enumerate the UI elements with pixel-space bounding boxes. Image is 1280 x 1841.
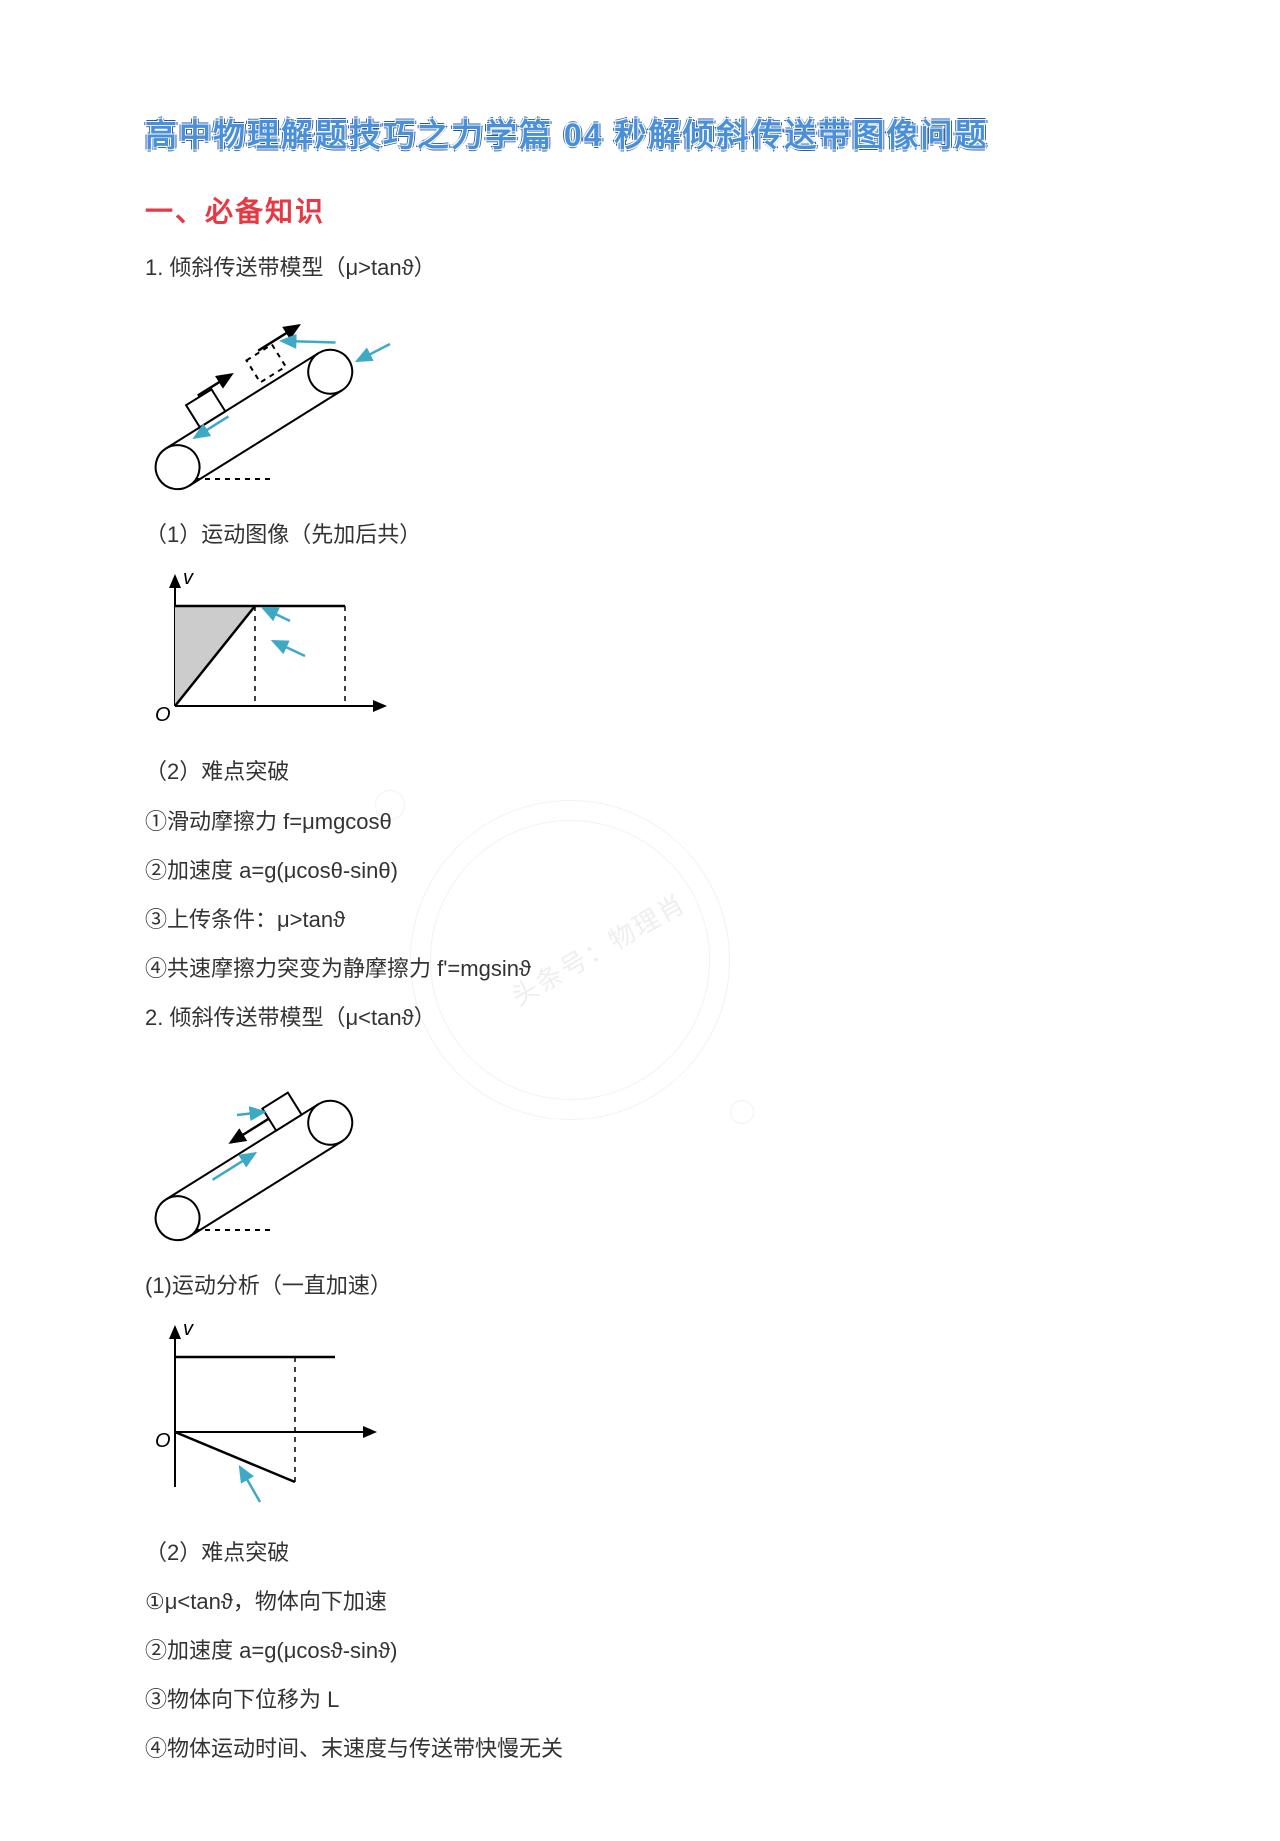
axis-label-v2: v [183, 1318, 194, 1340]
belt-diagram-2 [145, 1050, 1150, 1250]
model2-heading: 2. 倾斜传送带模型（μ<tanϑ） [145, 1000, 1150, 1035]
model2-pt3: ③物体向下位移为 L [145, 1682, 1150, 1717]
model2-sub2: （2）难点突破 [145, 1535, 1150, 1570]
model1-pt4: ④共速摩擦力突变为静摩擦力 f'=mgsinϑ [145, 951, 1150, 986]
model1-pt2: ②加速度 a=g(μcosθ-sinθ) [145, 853, 1150, 888]
axis-label-v: v [183, 567, 194, 589]
model1-heading: 1. 倾斜传送带模型（μ>tanϑ） [145, 250, 1150, 285]
main-title: 高中物理解题技巧之力学篇 04 秒解倾斜传送带图像问题 [145, 110, 1150, 156]
vt-chart-2: v O [145, 1317, 1150, 1517]
axis-label-o: O [155, 704, 171, 726]
belt-diagram-1 [145, 299, 1150, 499]
model1-pt1: ①滑动摩擦力 f=μmgcosθ [145, 804, 1150, 839]
axis-label-o2: O [155, 1430, 171, 1452]
section-header: 一、必备知识 [145, 190, 1150, 230]
model1-pt3: ③上传条件：μ>tanϑ [145, 902, 1150, 937]
model2-pt4: ④物体运动时间、末速度与传送带快慢无关 [145, 1731, 1150, 1766]
model2-pt1: ①μ<tanϑ，物体向下加速 [145, 1584, 1150, 1619]
model1-sub2: （2）难点突破 [145, 754, 1150, 789]
model2-sub1: (1)运动分析（一直加速） [145, 1268, 1150, 1303]
model1-sub1: （1）运动图像（先加后共） [145, 517, 1150, 552]
vt-chart-1: v O [145, 566, 1150, 736]
document-page: 高中物理解题技巧之力学篇 04 秒解倾斜传送带图像问题 一、必备知识 1. 倾斜… [0, 0, 1280, 1841]
model2-pt2: ②加速度 a=g(μcosϑ-sinϑ) [145, 1633, 1150, 1668]
